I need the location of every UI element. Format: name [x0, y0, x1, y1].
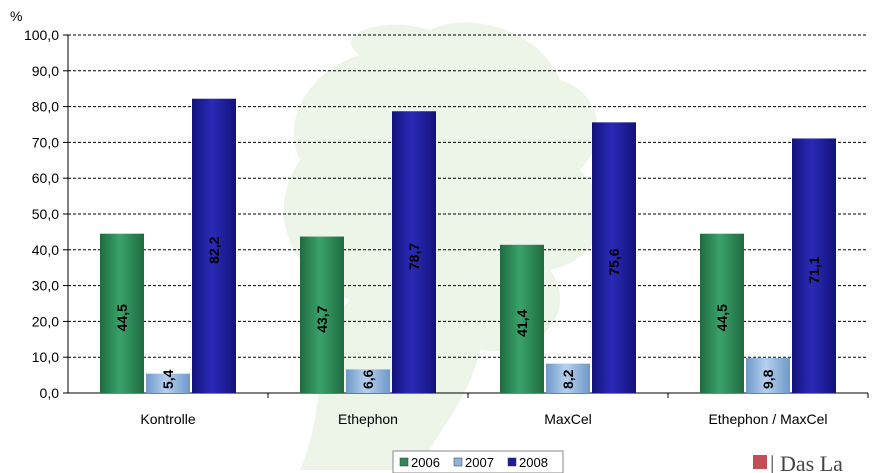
- data-label: 9,8: [760, 369, 776, 389]
- legend-label: 2008: [519, 455, 548, 470]
- legend-swatch: [507, 457, 517, 467]
- y-tick-label: 80,0: [32, 99, 59, 115]
- data-label: 44,5: [714, 304, 730, 331]
- bar-2007: [546, 363, 590, 393]
- y-tick-label: 50,0: [32, 206, 59, 222]
- data-labels-layer: 44,5 5,4 82,2 43,7 6,6 78,7 41,4 8,2 75,6 44,5 9,8…: [114, 236, 822, 389]
- bar-2007: [346, 369, 390, 393]
- category-label: Kontrolle: [140, 411, 195, 427]
- bar-2007: [746, 357, 790, 393]
- data-label: 8,2: [560, 369, 576, 389]
- data-label: 78,7: [406, 243, 422, 270]
- y-tick-label: 100,0: [24, 27, 59, 43]
- bar-2008: [592, 122, 636, 394]
- svg-text:|: |: [770, 451, 774, 473]
- data-label: 82,2: [206, 236, 222, 263]
- y-axis-label: %: [10, 8, 22, 24]
- bar-2006: [700, 233, 744, 393]
- y-tick-label: 30,0: [32, 278, 59, 294]
- bar-2006: [500, 244, 544, 393]
- data-label: 44,5: [114, 304, 130, 331]
- bar-2007: [146, 373, 190, 393]
- y-tick-label: 90,0: [32, 63, 59, 79]
- y-tick-label: 10,0: [32, 349, 59, 365]
- bar-2008: [192, 98, 236, 393]
- data-label: 6,6: [360, 369, 376, 389]
- bar-2006: [100, 233, 144, 393]
- axis-layer: 0,0 10,0 20,0 30,0 40,0 50,0 60,0 70,0 80,0 90,0 1…: [10, 8, 869, 427]
- y-tick-label: 0,0: [40, 385, 60, 401]
- legend: 2006 2007 2008: [392, 450, 564, 473]
- category-label: Ethephon / MaxCel: [708, 411, 827, 427]
- data-label: 71,1: [806, 256, 822, 283]
- data-label: 5,4: [160, 369, 176, 389]
- bar-2008: [392, 111, 436, 393]
- data-label: 41,4: [514, 309, 530, 336]
- data-label: 43,7: [314, 305, 330, 332]
- legend-label: 2006: [411, 455, 440, 470]
- logo: | Das La: [753, 451, 843, 473]
- y-tick-label: 20,0: [32, 313, 59, 329]
- y-tick-label: 40,0: [32, 242, 59, 258]
- logo-text: Das La: [780, 451, 843, 473]
- category-label: MaxCel: [544, 411, 591, 427]
- category-label: Ethephon: [338, 411, 398, 427]
- legend-label: 2007: [465, 455, 494, 470]
- legend-box: [392, 450, 564, 473]
- bar-2008: [792, 138, 836, 393]
- y-tick-label: 60,0: [32, 170, 59, 186]
- legend-swatch: [399, 457, 409, 467]
- leaf-watermark: [283, 22, 602, 470]
- bars-layer: [100, 98, 836, 394]
- data-label: 75,6: [606, 248, 622, 275]
- legend-swatch: [453, 457, 463, 467]
- bar-2006: [300, 236, 344, 393]
- y-tick-label: 70,0: [32, 134, 59, 150]
